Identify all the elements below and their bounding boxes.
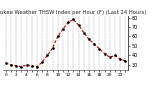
- Title: Milwaukee Weather THSW Index per Hour (F) (Last 24 Hours): Milwaukee Weather THSW Index per Hour (F…: [0, 10, 146, 15]
